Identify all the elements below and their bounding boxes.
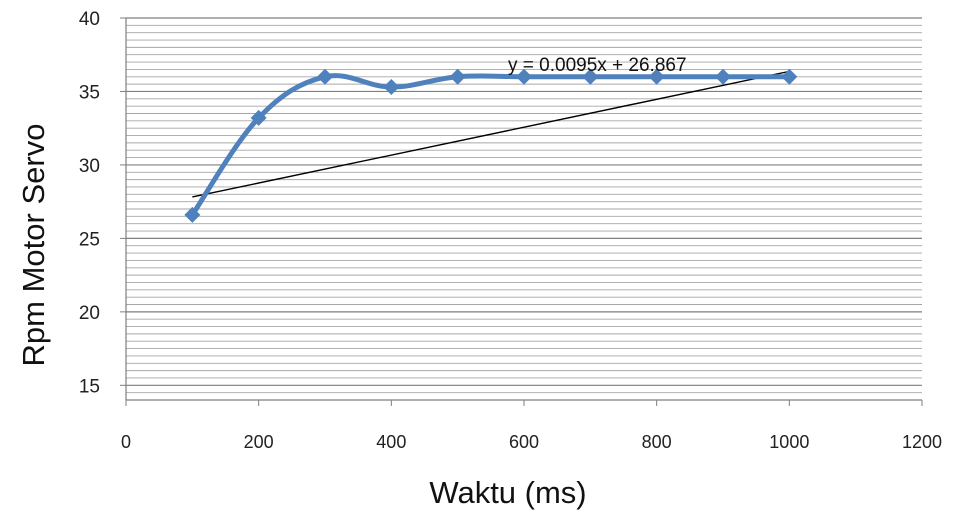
x-tick-label: 600 — [509, 432, 539, 452]
y-tick-label: 40 — [79, 9, 100, 30]
data-point-marker — [516, 68, 532, 85]
y-tick-label: 25 — [79, 229, 100, 250]
data-point-marker — [250, 109, 267, 126]
x-tick-label: 800 — [642, 432, 672, 452]
trendline — [192, 70, 790, 198]
axes — [120, 17, 923, 406]
x-tick-label: 400 — [376, 432, 406, 452]
y-tick-label: 35 — [79, 82, 100, 103]
trendline-equation: y = 0.0095x + 26.867 — [508, 55, 687, 76]
data-point-marker — [781, 68, 798, 85]
data-point-marker — [582, 68, 599, 85]
x-tick-label: 1000 — [769, 432, 809, 452]
data-point-marker — [648, 68, 665, 85]
y-axis-label: Rpm Motor Servo — [16, 124, 51, 367]
tick-labels: 0 200 400 600 800 1000 1200 15 20 25 30 35 40 — [79, 9, 942, 452]
trendline-group — [192, 70, 790, 198]
x-tick-label: 1200 — [902, 432, 942, 452]
x-axis-label: Waktu (ms) — [429, 475, 586, 510]
y-tick-label: 20 — [79, 303, 100, 324]
series-line — [189, 73, 792, 218]
data-point-marker — [715, 68, 731, 85]
series-group — [184, 68, 798, 223]
grid-lines — [126, 17, 922, 394]
data-point-marker — [383, 79, 400, 96]
y-tick-label: 30 — [79, 156, 100, 177]
x-tick-label: 0 — [121, 432, 131, 452]
data-point-marker — [184, 206, 201, 223]
data-point-marker — [449, 68, 466, 85]
data-point-marker — [317, 68, 333, 85]
y-tick-label: 15 — [79, 376, 100, 397]
x-tick-label: 200 — [244, 432, 274, 452]
